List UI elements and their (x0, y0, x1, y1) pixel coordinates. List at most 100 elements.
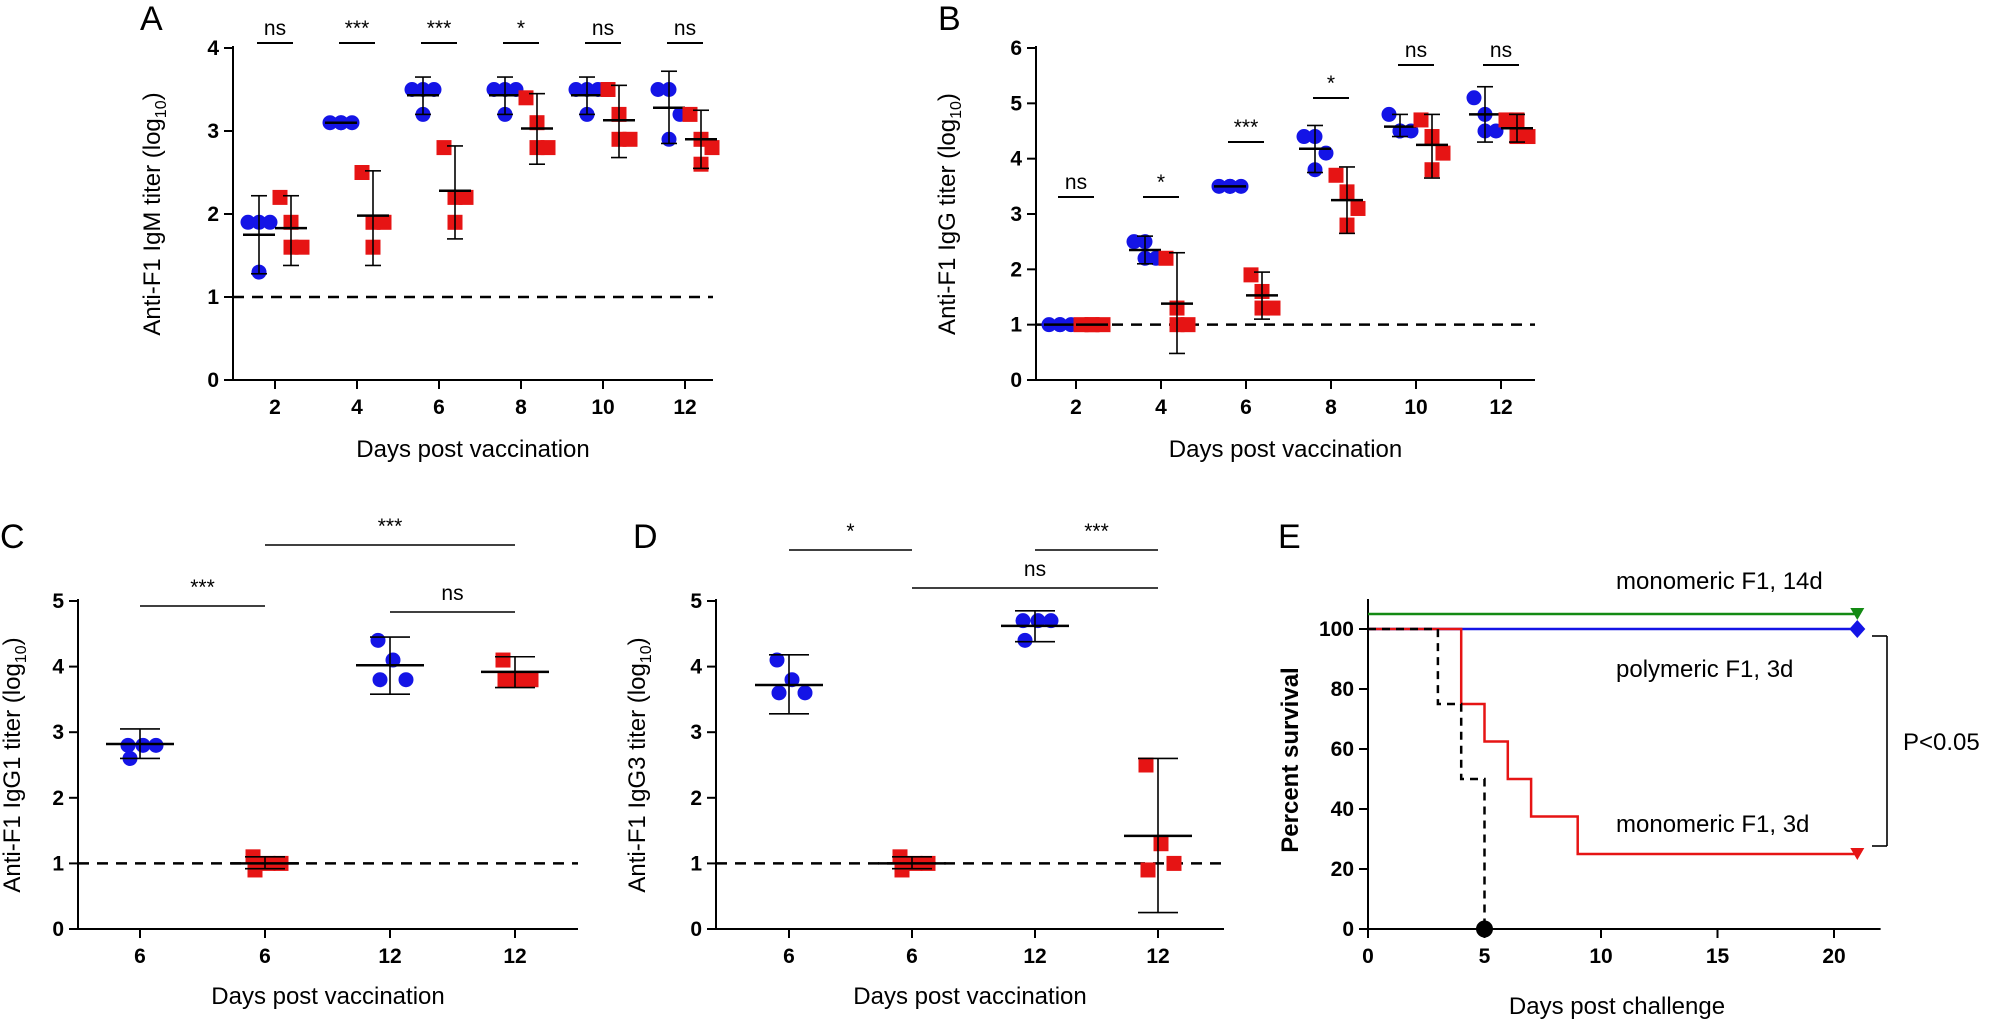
y-tick-label: 4 (207, 37, 219, 60)
significance-label: ns (1405, 39, 1427, 62)
y-tick-label: 5 (690, 590, 702, 613)
red-square-point (523, 672, 539, 688)
red-square-point (1140, 862, 1156, 878)
mean-sd-bar (755, 653, 823, 715)
comparison-label: * (846, 520, 854, 543)
red-square-point (1153, 836, 1169, 852)
blue-circle-point (148, 737, 164, 753)
series-end-marker (1850, 848, 1865, 860)
survival-curve-monomeric-f1-3d (1368, 627, 1858, 856)
significance-label: ns (592, 17, 614, 40)
blue-circle-point (120, 737, 136, 753)
blue-circle-point (1296, 129, 1312, 145)
y-tick-label: 0 (690, 918, 702, 941)
mean-sd-bar (1246, 271, 1278, 320)
x-tick-label: 12 (503, 945, 526, 968)
mean-sd-bar (685, 109, 717, 170)
red-square-point (458, 189, 474, 205)
y-tick-label: 4 (1010, 148, 1022, 171)
y-tick-label: 4 (690, 656, 702, 679)
y-tick-label: 40 (1331, 798, 1354, 821)
blue-circle-point (1466, 90, 1482, 106)
red-square-point (518, 90, 534, 106)
series-label-polymeric-3d: polymeric F1, 3d (1616, 656, 1793, 683)
y-axis-title: Anti-F1 IgM titer (log10) (139, 92, 170, 335)
mean-sd-bar (275, 194, 307, 267)
x-tick-label: 10 (591, 396, 614, 419)
x-tick-label: 5 (1479, 945, 1491, 968)
x-axis-title: Days post vaccination (356, 436, 589, 463)
y-tick-label: 60 (1331, 738, 1354, 761)
blue-circle-point (370, 632, 386, 648)
blue-circle-point (426, 82, 442, 97)
y-tick-label: 2 (52, 787, 64, 810)
x-tick-label: 6 (1240, 396, 1252, 419)
series-end-marker (1850, 608, 1865, 620)
x-axis-title: Days post vaccination (1169, 436, 1402, 463)
blue-circle-point (568, 82, 584, 97)
mean-sd-bar (1161, 251, 1193, 355)
red-square-point (272, 189, 288, 205)
mean-sd-bar (231, 856, 299, 870)
mean-sd-bar (1001, 610, 1069, 643)
y-tick-label: 20 (1331, 858, 1354, 881)
blue-circle-point (1381, 106, 1397, 122)
blue-circle-point (797, 685, 813, 701)
x-tick-label: 10 (1404, 396, 1427, 419)
significance-label: *** (345, 17, 370, 40)
mean-sd-bar (1124, 757, 1192, 914)
y-tick-label: 0 (52, 918, 64, 941)
red-square-point (497, 672, 513, 688)
blue-circle-point (1015, 613, 1031, 629)
y-tick-label: 80 (1331, 678, 1354, 701)
comparison-label: ns (441, 582, 463, 605)
x-tick-label: 2 (269, 396, 281, 419)
series-end-marker (1849, 620, 1866, 638)
series-label-monomeric-14d: monomeric F1, 14d (1616, 568, 1823, 595)
y-tick-label: 3 (690, 721, 702, 744)
mean-sd-bar (521, 92, 553, 165)
comparison-label: *** (378, 515, 403, 538)
y-tick-label: 0 (1010, 369, 1022, 392)
mean-sd-bar (489, 76, 521, 116)
mean-sd-bar (603, 84, 635, 159)
red-square-point (354, 165, 370, 180)
mean-sd-bar (407, 76, 439, 116)
x-tick-label: 10 (1589, 945, 1612, 968)
mean-sd-bar (1129, 235, 1161, 265)
blue-circle-point (1126, 234, 1142, 250)
mean-sd-bar (243, 194, 275, 275)
mean-sd-bar (1416, 113, 1448, 179)
panel-label-c: C (0, 518, 25, 556)
blue-circle-point (486, 82, 502, 97)
significance-label: ns (1065, 171, 1087, 194)
comparison-label: *** (1084, 520, 1109, 543)
x-tick-label: 6 (906, 945, 918, 968)
y-axis-title: Anti-F1 IgG titer (log10) (934, 93, 965, 335)
x-tick-label: 6 (433, 396, 445, 419)
red-square-point (1138, 757, 1154, 773)
comparison-label: ns (1024, 558, 1046, 581)
significance-label: * (1327, 72, 1335, 95)
red-square-point (436, 140, 452, 156)
x-tick-label: 8 (1325, 396, 1337, 419)
blue-circle-point (240, 214, 256, 230)
series-end-marker (1476, 920, 1493, 938)
significance-label: ns (674, 17, 696, 40)
p-value-annotation: P<0.05 (1903, 729, 1980, 756)
x-tick-label: 15 (1706, 945, 1730, 968)
x-axis-title: Days post vaccination (211, 983, 444, 1010)
red-square-point (376, 214, 392, 230)
x-tick-label: 20 (1822, 945, 1845, 968)
mean-sd-bar (106, 728, 174, 760)
blue-circle-point (404, 82, 420, 97)
y-axis-title: Anti-F1 IgG1 titer (log10) (0, 637, 30, 892)
blue-circle-point (372, 672, 388, 688)
blue-circle-point (771, 685, 787, 701)
significance-label: * (1157, 171, 1165, 194)
x-tick-label: 4 (1155, 396, 1167, 419)
mean-sd-bar (481, 655, 549, 689)
red-square-point (704, 140, 720, 156)
mean-sd-bar (1384, 113, 1416, 138)
